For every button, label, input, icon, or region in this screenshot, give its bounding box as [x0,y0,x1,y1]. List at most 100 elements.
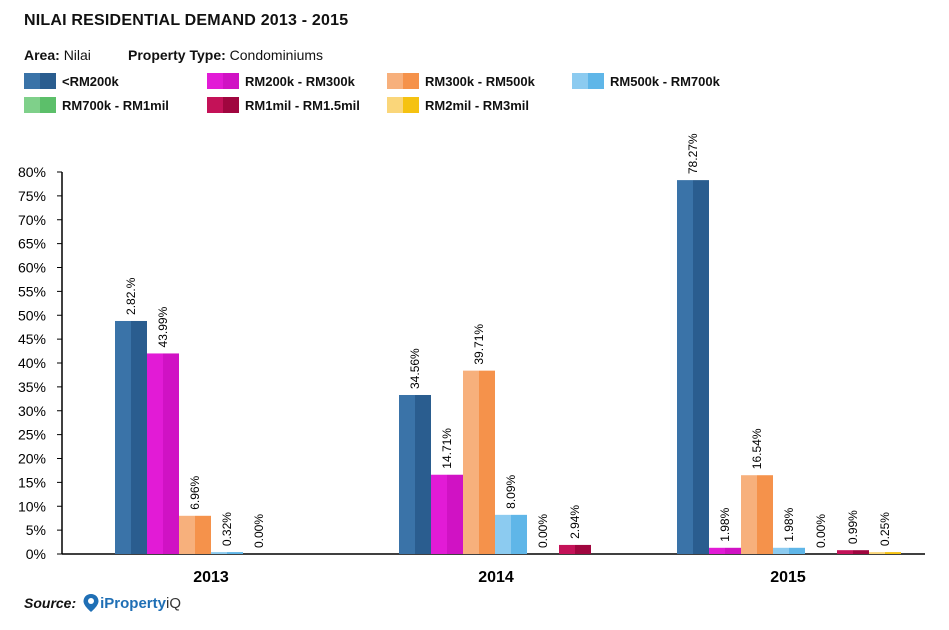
property-type-meta: Property Type: Condominiums [128,47,323,63]
bar [131,320,147,554]
bar [853,550,869,554]
legend-label: <RM200k [62,73,119,89]
bar [163,353,179,554]
y-tick-label: 5% [26,522,46,538]
data-label: 0.00% [252,514,266,548]
data-label: 2.82.% [124,277,138,315]
legend-label: RM500k - RM700k [610,73,720,89]
source-credit: Source: iProperty iQ [24,593,181,613]
x-category-label: 2013 [193,569,229,586]
bar-left-half [741,475,757,554]
logo-text: iProperty [100,594,166,612]
y-tick-label: 60% [18,260,46,276]
legend-item: <RM200k [24,73,119,89]
location-pin-icon [83,594,99,612]
y-tick-label: 40% [18,355,46,371]
legend-item: RM1mil - RM1.5mil [207,97,360,113]
y-tick-label: 75% [18,188,46,204]
y-tick-label: 65% [18,236,46,252]
bar-left-half [559,544,575,554]
legend-swatch [24,97,56,113]
logo-suffix: iQ [165,594,181,612]
chart-title: NILAI RESIDENTIAL DEMAND 2013 - 2015 [24,12,349,29]
bar [447,474,463,554]
data-label: 1.98% [782,507,796,541]
bar [415,394,431,554]
data-label: 0.00% [814,514,828,548]
source-label: Source: [24,595,77,611]
y-tick-label: 55% [18,283,46,299]
data-label: 14.71% [440,428,454,469]
legend-label: RM1mil - RM1.5mil [245,97,360,113]
data-label: 2.94% [568,505,582,539]
data-label: 78.27% [686,133,700,174]
bar-left-half [677,180,693,554]
legend-item: RM300k - RM500k [387,73,535,89]
legend-swatch [387,97,419,113]
iproperty-logo: iProperty iQ [82,593,181,613]
data-label: 43.99% [156,306,170,347]
y-tick-label: 30% [18,403,46,419]
bar [227,552,243,554]
y-tick-label: 25% [18,427,46,443]
area-label: Area: [24,47,60,63]
y-tick-label: 10% [18,498,46,514]
legend-item: RM200k - RM300k [207,73,355,89]
data-label: 0.00% [536,514,550,548]
bar [885,552,901,554]
bar [479,370,495,554]
data-label: 8.09% [504,474,518,508]
y-tick-label: 50% [18,307,46,323]
y-tick-label: 35% [18,379,46,395]
legend-label: RM300k - RM500k [425,73,535,89]
y-tick-label: 80% [18,164,46,180]
bar [757,475,773,554]
legend-label: RM700k - RM1mil [62,97,169,113]
data-label: 34.56% [408,348,422,389]
data-label: 0.25% [878,512,892,546]
legend-swatch [387,73,419,89]
legend-swatch [572,73,604,89]
bar-left-half [709,547,725,554]
data-label: 16.54% [750,428,764,469]
data-label: 0.32% [220,512,234,546]
data-label: 0.99% [846,510,860,544]
data-label: 39.71% [472,324,486,365]
y-tick-label: 70% [18,212,46,228]
bar-left-half [115,320,131,554]
data-label: 1.98% [718,507,732,541]
legend-item: RM500k - RM700k [572,73,720,89]
bar-left-half [463,370,479,554]
y-tick-label: 45% [18,331,46,347]
bar [511,514,527,554]
property-type-label: Property Type: [128,47,226,63]
x-category-label: 2014 [478,569,514,586]
bar-left-half [211,552,227,554]
legend-label: RM200k - RM300k [245,73,355,89]
bar [575,544,591,554]
bar-left-half [399,394,415,554]
area-value: Nilai [63,47,91,63]
property-type-value: Condominiums [229,47,324,63]
bar [195,515,211,554]
area-meta: Area: Nilai [24,47,91,63]
data-label: 6.96% [188,475,202,509]
bar [725,547,741,554]
y-tick-label: 20% [18,451,46,467]
bar-left-half [495,514,511,554]
bar-left-half [431,474,447,554]
chart-legend: <RM200k RM200k - RM300k RM300k - RM500k RM5… [24,73,924,121]
y-tick-label: 15% [18,474,46,490]
legend-swatch [207,73,239,89]
y-tick-label: 0% [26,546,46,562]
legend-item: RM700k - RM1mil [24,97,169,113]
x-category-label: 2015 [770,569,806,586]
bar-left-half [147,353,163,554]
bar-left-half [179,515,195,554]
bar-left-half [837,550,853,554]
bar [693,180,709,554]
bar-left-half [869,552,885,554]
legend-swatch [207,97,239,113]
bar-left-half [773,547,789,554]
